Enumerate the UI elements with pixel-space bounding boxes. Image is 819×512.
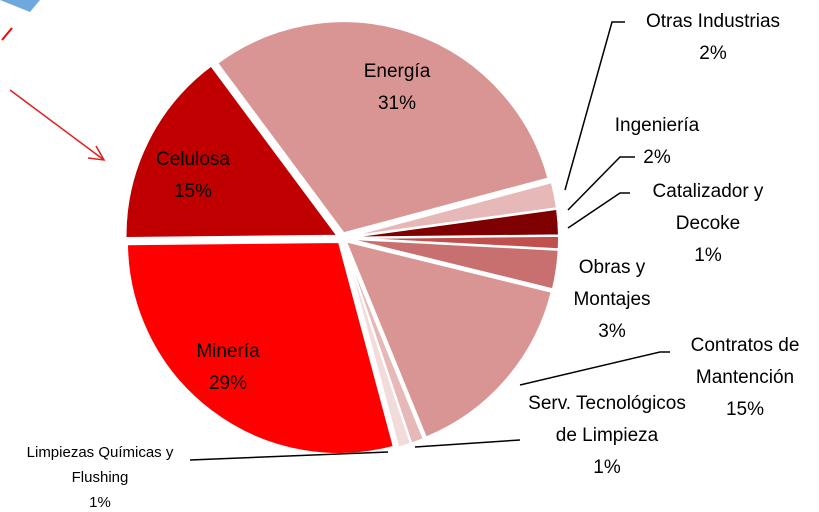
slice-percent: 1% bbox=[593, 457, 621, 478]
slice-percent: 15% bbox=[725, 399, 765, 420]
slice-name: Energía bbox=[363, 61, 431, 82]
slice-name: Serv. Tecnológicos de Limpieza bbox=[528, 393, 686, 446]
slice-label: Celulosa 15% bbox=[113, 144, 273, 208]
slice-label: Serv. Tecnológicos de Limpieza 1% bbox=[527, 388, 687, 484]
arrow bbox=[9, 89, 105, 161]
pie-slice bbox=[342, 242, 413, 449]
leader-line bbox=[567, 156, 635, 211]
slice-name: Minería bbox=[196, 341, 260, 362]
arrow-head bbox=[87, 145, 106, 161]
slice-name: Obras y Montajes bbox=[573, 257, 651, 310]
slice-label: Ingeniería 2% bbox=[597, 110, 717, 174]
pie-slice bbox=[346, 237, 560, 291]
slice-name: Celulosa bbox=[156, 149, 230, 170]
decoration bbox=[1, 27, 13, 41]
slice-name: Otras Industrias bbox=[645, 11, 781, 32]
decoration bbox=[0, 0, 40, 12]
slice-percent: 15% bbox=[173, 181, 213, 202]
slice-percent: 31% bbox=[377, 93, 417, 114]
slice-name: Contratos de Mantención bbox=[690, 335, 800, 388]
leader-line bbox=[189, 451, 389, 461]
leader-line bbox=[564, 21, 625, 191]
slice-label: Limpiezas Químicas y Flushing 1% bbox=[15, 440, 185, 512]
slice-label: Catalizador y Decoke 1% bbox=[633, 176, 783, 272]
slice-label: Otras Industrias 2% bbox=[603, 6, 819, 70]
slice-name: Limpiezas Químicas y Flushing bbox=[26, 444, 174, 486]
slice-percent: 1% bbox=[89, 494, 111, 511]
leader-line bbox=[567, 192, 630, 229]
slice-name: Catalizador y Decoke bbox=[652, 181, 764, 234]
slice-name: Ingeniería bbox=[614, 115, 700, 136]
leader-line bbox=[519, 351, 670, 386]
slice-label: Minería 29% bbox=[148, 336, 308, 400]
slice-percent: 1% bbox=[694, 245, 722, 266]
slice-label: Energía 31% bbox=[317, 56, 477, 120]
slice-percent: 2% bbox=[643, 147, 671, 168]
slice-label: Contratos de Mantención 15% bbox=[670, 330, 819, 426]
pie-slice bbox=[215, 20, 550, 235]
pie-slice bbox=[124, 64, 340, 240]
slice-label: Obras y Montajes 3% bbox=[562, 252, 662, 348]
leader-line bbox=[414, 439, 521, 448]
slice-percent: 2% bbox=[699, 43, 727, 64]
pie-slice bbox=[344, 239, 553, 439]
slice-percent: 3% bbox=[598, 321, 626, 342]
slice-percent: 29% bbox=[208, 373, 248, 394]
